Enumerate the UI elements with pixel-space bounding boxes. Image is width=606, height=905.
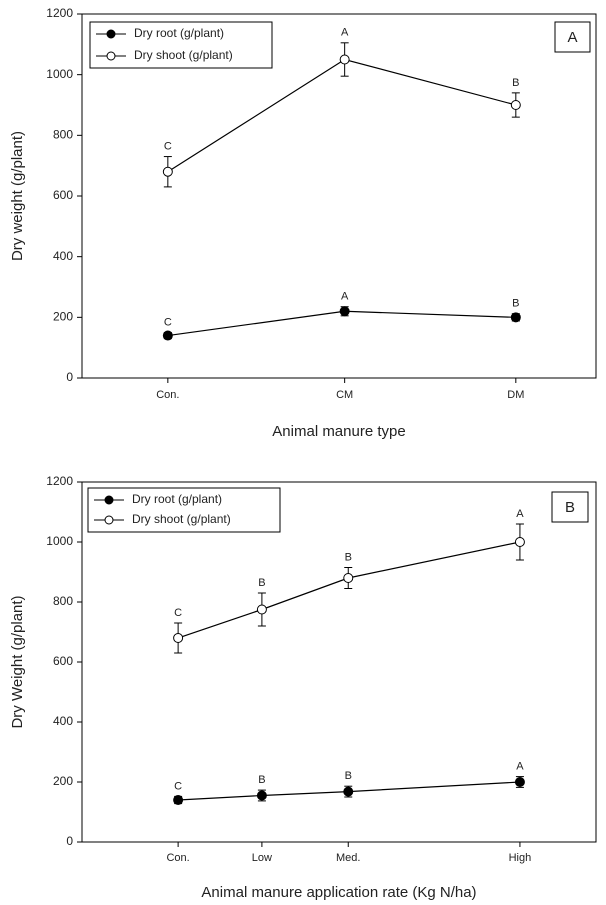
data-point <box>510 100 521 110</box>
legend-box <box>89 21 273 69</box>
significance-letter: C <box>174 780 182 792</box>
panel-label: A <box>567 29 577 46</box>
data-point <box>256 790 267 801</box>
significance-letter: C <box>164 140 172 152</box>
x-axis-title: Animal manure application rate (Kg N/ha) <box>201 884 476 901</box>
y-tick-label: 1000 <box>46 67 73 81</box>
legend-marker <box>104 495 114 505</box>
data-point <box>343 573 354 583</box>
y-tick-label: 1200 <box>46 6 73 20</box>
data-point <box>514 537 525 547</box>
y-axis-title: Dry weight (g/plant) <box>9 131 26 261</box>
data-point <box>339 306 350 317</box>
y-tick-label: 0 <box>66 370 73 384</box>
y-tick-label: 1200 <box>46 474 73 488</box>
x-tick-label: DM <box>507 389 524 401</box>
data-point <box>510 312 521 323</box>
data-point <box>514 777 525 787</box>
data-point <box>343 786 354 797</box>
y-tick-label: 400 <box>53 714 73 728</box>
x-tick-label: CM <box>336 389 353 401</box>
plot-frame <box>81 13 597 379</box>
legend-marker <box>106 51 116 61</box>
series-line <box>178 781 520 801</box>
significance-letter: A <box>341 291 349 303</box>
legend-label: Dry shoot (g/plant) <box>134 48 233 62</box>
data-point <box>339 54 350 65</box>
data-point <box>173 795 184 805</box>
data-point <box>162 330 173 341</box>
panel-label-box <box>551 491 589 523</box>
y-tick-label: 800 <box>53 128 73 142</box>
legend-marker <box>106 29 116 39</box>
significance-letter: B <box>512 77 519 89</box>
x-axis-title: Animal manure type <box>272 423 405 440</box>
data-point <box>162 166 173 177</box>
significance-letter: B <box>512 298 519 310</box>
significance-letter: C <box>174 607 182 619</box>
y-tick-label: 1000 <box>46 534 73 548</box>
y-axis-title: Dry Weight (g/plant) <box>9 595 26 728</box>
significance-letter: B <box>345 770 352 782</box>
x-tick-label: Con. <box>166 852 189 864</box>
x-tick-label: Con. <box>156 389 179 401</box>
y-tick-label: 200 <box>53 774 73 788</box>
y-tick-label: 800 <box>53 594 73 608</box>
data-point <box>173 633 184 643</box>
panel-label: B <box>565 499 575 516</box>
significance-letter: B <box>258 774 265 786</box>
y-tick-label: 600 <box>53 188 73 202</box>
significance-letter: A <box>516 761 524 773</box>
significance-letter: A <box>516 508 524 520</box>
legend-label: Dry root (g/plant) <box>134 26 224 40</box>
significance-letter: C <box>164 316 172 328</box>
x-tick-label: Low <box>252 852 272 864</box>
legend-box <box>87 487 281 533</box>
y-tick-label: 600 <box>53 654 73 668</box>
x-tick-label: Med. <box>336 852 360 864</box>
legend-label: Dry shoot (g/plant) <box>132 512 231 526</box>
significance-letter: B <box>258 577 265 589</box>
plot-frame <box>81 481 597 843</box>
y-tick-label: 0 <box>66 834 73 848</box>
legend-label: Dry root (g/plant) <box>132 492 222 506</box>
y-tick-label: 200 <box>53 310 73 324</box>
data-point <box>256 604 267 615</box>
x-tick-label: High <box>509 852 532 864</box>
significance-letter: A <box>341 27 349 39</box>
y-tick-label: 400 <box>53 249 73 263</box>
legend-marker <box>104 515 114 525</box>
significance-letter: B <box>345 551 352 563</box>
series-line <box>177 541 521 639</box>
panel-label-box <box>554 21 591 53</box>
